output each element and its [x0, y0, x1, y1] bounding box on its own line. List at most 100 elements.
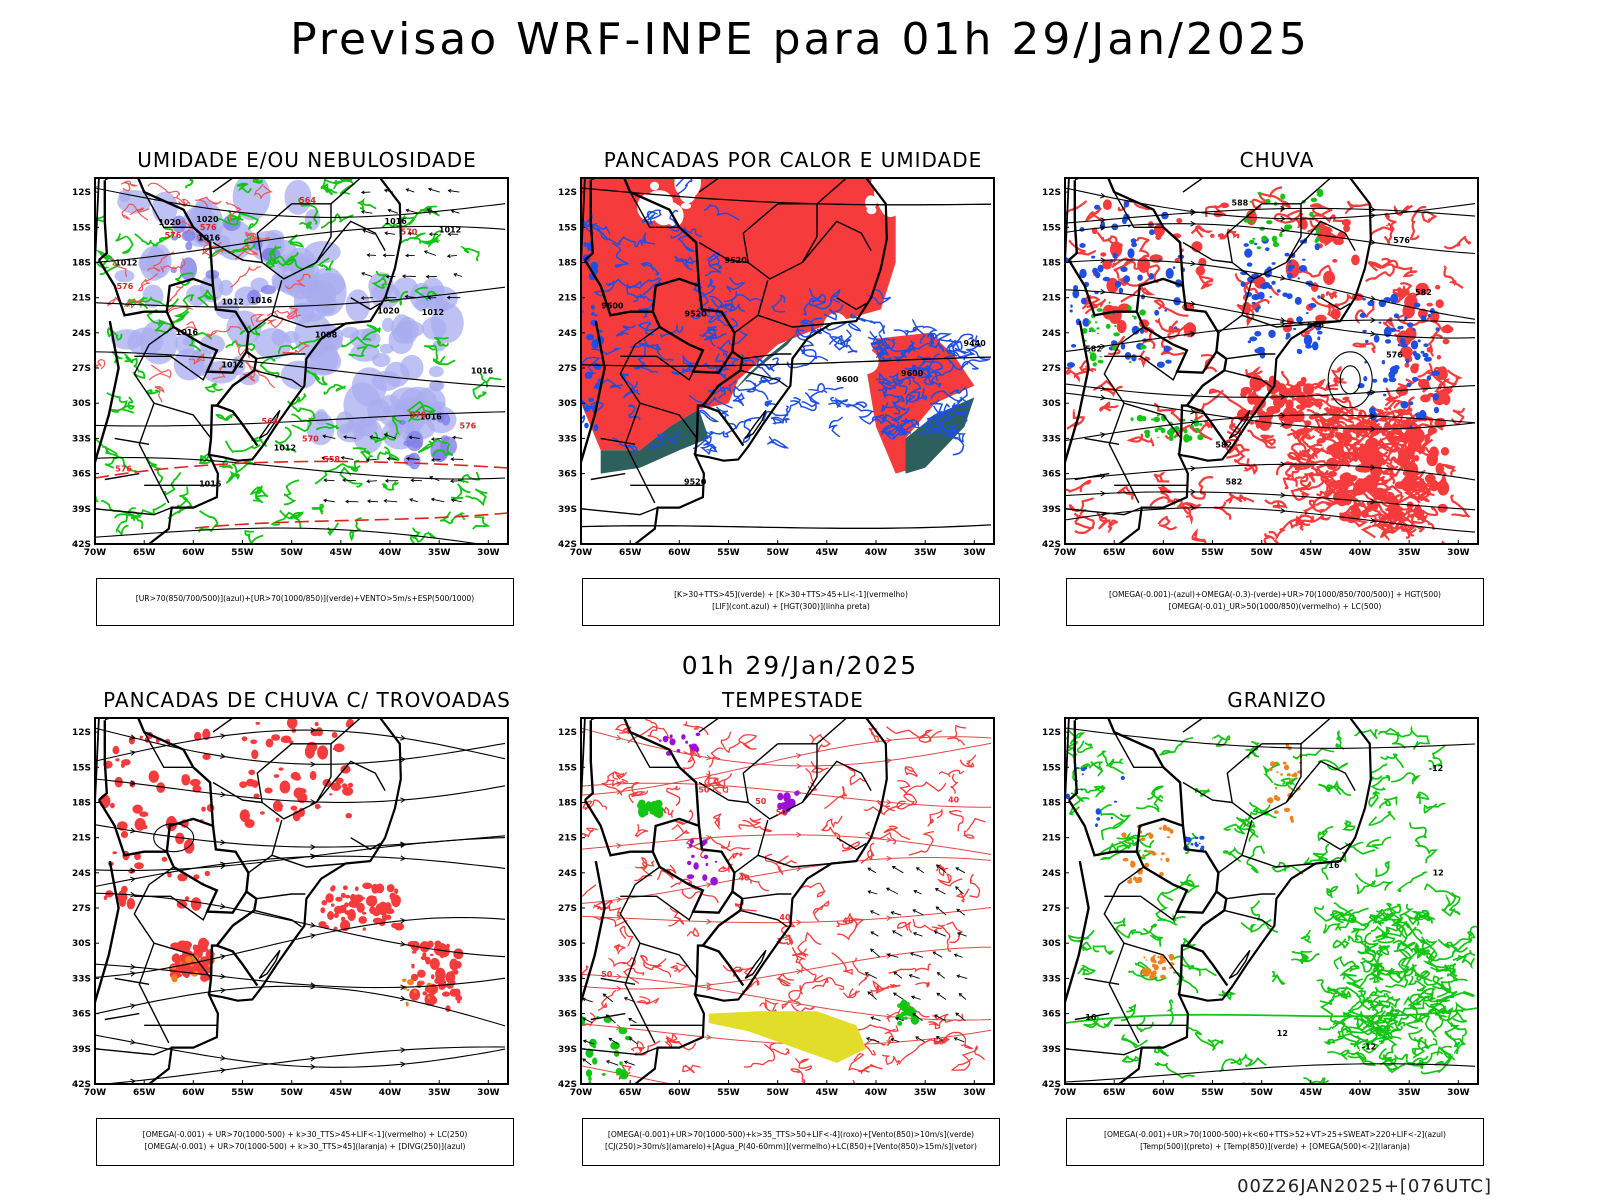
- isoline-label: 1016: [385, 217, 408, 226]
- lat-tick-label: 39S: [1042, 505, 1061, 515]
- lon-tick-label: 65W: [1103, 548, 1126, 558]
- lon-tick-label: 60W: [668, 1088, 691, 1098]
- lat-tick-label: 36S: [1042, 470, 1061, 480]
- isoline-label: 16: [1328, 861, 1340, 870]
- thickness-label: 564: [262, 417, 279, 426]
- legend-box: [OMEGA(-0.001)-(azul)+OMEGA(-0.3)-(verde…: [1066, 578, 1484, 626]
- lat-tick-label: 24S: [558, 869, 577, 879]
- lat-tick-label: 15S: [72, 763, 91, 773]
- isoline-label: 9600: [836, 375, 859, 384]
- lon-tick-label: 45W: [1300, 1088, 1323, 1098]
- isoline-label: 1008: [315, 331, 338, 340]
- isoline-label: 576: [1307, 321, 1324, 330]
- legend-box: [OMEGA(-0.001)+UR>70(1000-500)+k>35_TTS>…: [582, 1118, 1000, 1166]
- isoline-label: 1016: [176, 328, 199, 337]
- isoline-label: 1020: [196, 215, 219, 224]
- lon-tick-label: 30W: [1447, 1088, 1470, 1098]
- lat-tick-label: 42S: [558, 540, 577, 550]
- isoline-label: 12: [1433, 869, 1444, 878]
- lat-tick-label: 42S: [558, 1080, 577, 1090]
- isoline-label: 1016: [250, 296, 273, 305]
- legend-box: [OMEGA(-0.001)+UR>70(1000-500)+k<60+TTS>…: [1066, 1118, 1484, 1166]
- lat-tick-label: 39S: [72, 505, 91, 515]
- lon-tick-label: 45W: [330, 1088, 353, 1098]
- thickness-label: 558: [323, 455, 340, 464]
- legend-box: [UR>70(850/700/500)](azul)+[UR>70(1000/8…: [96, 578, 514, 626]
- lat-tick-label: 21S: [72, 294, 91, 304]
- lon-tick-label: 50W: [766, 1088, 789, 1098]
- legend-line: [OMEGA(-0.001) + UR>70(1000-500) + k>30_…: [142, 1130, 468, 1139]
- legend-box: [OMEGA(-0.001) + UR>70(1000-500) + k>30_…: [96, 1118, 514, 1166]
- lon-tick-label: 30W: [1447, 548, 1470, 558]
- map-panel-umidade: UMIDADE E/OU NEBULOSIDADE 12S 15S 18S 21S 24S…: [72, 148, 522, 633]
- isoline-label: 40: [739, 873, 751, 882]
- lat-tick-label: 27S: [1042, 364, 1061, 374]
- lat-tick-label: 12S: [1042, 188, 1061, 198]
- lat-tick-label: 27S: [558, 904, 577, 914]
- lon-tick-label: 40W: [1349, 1088, 1372, 1098]
- isoline-label: 576: [1386, 351, 1403, 360]
- lat-tick-label: 33S: [72, 974, 91, 984]
- lat-tick-label: 27S: [558, 364, 577, 374]
- lon-tick-label: 65W: [1103, 1088, 1126, 1098]
- lon-tick-label: 70W: [84, 1088, 107, 1098]
- lat-tick-label: 39S: [72, 1045, 91, 1055]
- lon-tick-label: 70W: [1054, 548, 1077, 558]
- lat-tick-label: 36S: [558, 470, 577, 480]
- lon-tick-label: 40W: [1349, 548, 1372, 558]
- lat-tick-label: 30S: [72, 939, 91, 949]
- isoline-label: 1012: [222, 298, 244, 307]
- lat-tick-label: 12S: [72, 728, 91, 738]
- lat-tick-label: 42S: [1042, 1080, 1061, 1090]
- lat-tick-label: 24S: [1042, 329, 1061, 339]
- lat-tick-label: 18S: [1042, 799, 1061, 809]
- lon-tick-label: 35W: [1398, 1088, 1421, 1098]
- lat-tick-label: 24S: [72, 869, 91, 879]
- panel-title: GRANIZO: [1227, 688, 1327, 712]
- isoline-label: 12: [1277, 1029, 1288, 1038]
- lat-tick-label: 21S: [72, 834, 91, 844]
- lat-tick-label: 33S: [1042, 974, 1061, 984]
- lat-tick-label: 12S: [72, 188, 91, 198]
- lon-tick-label: 35W: [914, 1088, 937, 1098]
- lat-tick-label: 39S: [558, 505, 577, 515]
- lat-tick-label: 30S: [1042, 399, 1061, 409]
- lon-tick-label: 70W: [84, 548, 107, 558]
- lat-tick-label: 18S: [72, 799, 91, 809]
- lat-tick-label: 21S: [1042, 834, 1061, 844]
- map-panel-granizo: GRANIZO 12S 15S 18S 21S 24S 27S 30S 33S 36S 39S 42S…: [1042, 688, 1492, 1173]
- legend-line: [OMEGA(-0.01)_UR>50(1000/850)(vermelho) …: [1168, 602, 1382, 611]
- lon-tick-label: 65W: [619, 548, 642, 558]
- lat-tick-label: 18S: [558, 799, 577, 809]
- isoline-label: 1016: [199, 480, 222, 489]
- lat-tick-label: 15S: [558, 223, 577, 233]
- lon-tick-label: 65W: [133, 1088, 156, 1098]
- lon-tick-label: 55W: [1201, 548, 1224, 558]
- lon-tick-label: 40W: [865, 548, 888, 558]
- lon-tick-label: 50W: [1250, 548, 1273, 558]
- lon-tick-label: 50W: [766, 548, 789, 558]
- panel-title: PANCADAS POR CALOR E UMIDADE: [603, 148, 983, 172]
- lon-tick-label: 35W: [428, 548, 451, 558]
- thickness-label: 564: [299, 196, 316, 205]
- lon-tick-label: 55W: [717, 1088, 740, 1098]
- lon-tick-label: 70W: [570, 548, 593, 558]
- lon-tick-label: 50W: [280, 1088, 303, 1098]
- isoline-label: 588: [1232, 198, 1249, 207]
- isoline-label: 1012: [422, 308, 444, 317]
- lat-tick-label: 33S: [558, 974, 577, 984]
- lon-tick-label: 50W: [1250, 1088, 1273, 1098]
- lon-tick-label: 60W: [182, 1088, 205, 1098]
- legend-line: [UR>70(850/700/500)](azul)+[UR>70(1000/8…: [135, 594, 475, 603]
- legend-line: [OMEGA(-0.001)-(azul)+OMEGA(-0.3)-(verde…: [1109, 590, 1441, 599]
- isoline-label: 1012: [221, 361, 243, 370]
- lon-tick-label: 35W: [914, 548, 937, 558]
- isoline-label: 1016: [420, 412, 443, 421]
- lat-tick-label: 15S: [1042, 223, 1061, 233]
- lat-tick-label: 27S: [72, 364, 91, 374]
- lat-tick-label: 12S: [1042, 728, 1061, 738]
- isoline-label: 9600: [901, 369, 924, 378]
- lon-tick-label: 60W: [1152, 1088, 1175, 1098]
- isoline-label: -12: [1429, 764, 1443, 773]
